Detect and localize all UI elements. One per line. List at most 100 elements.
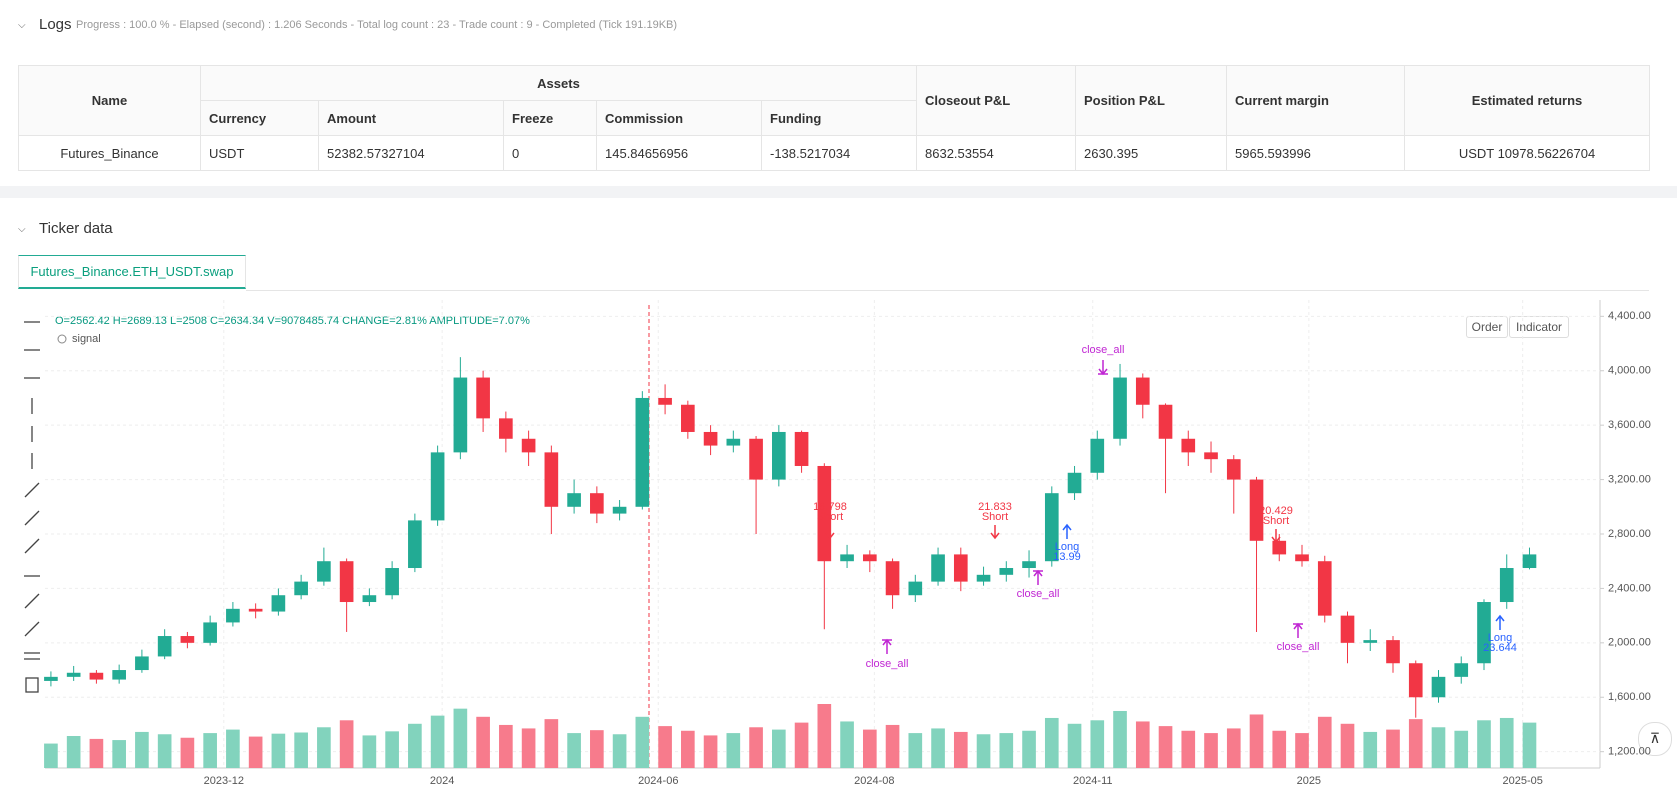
- collapse-icon[interactable]: ⌵: [18, 224, 26, 235]
- volume-bar: [453, 708, 468, 768]
- y-tick-label: 2,000.00: [1608, 637, 1651, 649]
- volume-bar: [1113, 710, 1127, 768]
- volume-bar: [703, 735, 718, 768]
- volume-bar: [157, 734, 172, 768]
- volume-bar: [1408, 719, 1423, 768]
- volume-bar: [362, 735, 377, 768]
- volume-bar: [521, 728, 536, 768]
- volume-bar: [44, 743, 58, 768]
- signal-side: Short: [982, 511, 1008, 523]
- candle-body: [1499, 568, 1514, 603]
- volume-bar: [66, 736, 81, 768]
- x-tick-label: 2025-05: [1502, 775, 1542, 787]
- x-tick-label: 2024: [430, 775, 454, 787]
- volume-bar: [226, 729, 240, 768]
- eye-icon[interactable]: [57, 334, 67, 344]
- signal-qty: 18.798: [813, 501, 847, 513]
- candle-body: [953, 554, 968, 582]
- cell: USDT: [200, 135, 319, 171]
- candle-body: [408, 520, 422, 569]
- candle-body: [772, 431, 786, 480]
- ticker-title: Ticker data: [39, 220, 113, 237]
- signal-side: Short: [1263, 515, 1289, 527]
- volume-bar: [1272, 730, 1287, 768]
- volume-bar: [1477, 720, 1491, 768]
- volume-bar: [862, 729, 877, 768]
- signal-qty: 20.429: [1259, 505, 1293, 517]
- candle-body: [135, 656, 149, 671]
- volume-bar: [1204, 733, 1218, 768]
- volume-bar: [1249, 714, 1264, 768]
- volume-bar: [317, 727, 331, 768]
- candle-body: [385, 568, 399, 596]
- volume-bar: [1386, 729, 1400, 768]
- volume-bar: [248, 736, 263, 768]
- candle-body: [862, 554, 877, 562]
- candle-body: [1022, 561, 1036, 569]
- volume-bar: [1135, 721, 1150, 768]
- volume-bar: [885, 724, 900, 768]
- volume-bar: [1340, 723, 1355, 768]
- candle-body: [1090, 438, 1105, 473]
- candle-body: [1158, 404, 1173, 439]
- candle-body: [157, 636, 172, 657]
- volume-bar: [1454, 730, 1469, 768]
- candle-body: [1408, 663, 1423, 698]
- volume-bar: [931, 728, 945, 768]
- volume-bar: [1226, 728, 1241, 768]
- candle-body: [453, 377, 468, 453]
- header-cell: Current margin: [1226, 65, 1405, 136]
- logs-title: Logs: [39, 16, 72, 33]
- candle-body: [817, 465, 832, 562]
- candle-body: [44, 676, 58, 681]
- volume-bar: [953, 731, 968, 768]
- header-cell: Freeze: [503, 100, 597, 136]
- candle-body: [1431, 676, 1446, 698]
- y-tick-label: 2,800.00: [1608, 528, 1651, 540]
- candle-body: [726, 438, 741, 446]
- volume-bar: [544, 719, 559, 768]
- candle-body: [362, 595, 377, 603]
- volume-bar: [1158, 726, 1173, 768]
- candle-body: [1226, 459, 1241, 480]
- volume-bar: [749, 727, 763, 768]
- cell: 5965.593996: [1226, 135, 1405, 171]
- volume-bar: [908, 733, 923, 768]
- candle-body: [1249, 479, 1264, 541]
- candle-body: [1044, 493, 1059, 562]
- volume-bar: [1522, 722, 1537, 768]
- cell: USDT 10978.56226704: [1404, 135, 1650, 171]
- x-tick-label: 2023-12: [204, 775, 244, 787]
- candle-body: [1340, 615, 1355, 643]
- symbol-tab[interactable]: Futures_Binance.ETH_USDT.swap: [18, 255, 246, 289]
- header-cell: Closeout P&L: [916, 65, 1076, 136]
- volume-bar: [430, 715, 445, 768]
- candle-body: [180, 636, 195, 643]
- scroll-top-button[interactable]: ⊼: [1638, 722, 1672, 756]
- candle-body: [1454, 663, 1469, 677]
- x-tick-label: 2024-06: [638, 775, 678, 787]
- section-divider: [0, 186, 1677, 198]
- y-tick-label: 2,400.00: [1608, 582, 1651, 594]
- candle-body: [339, 561, 354, 603]
- volume-bar: [1499, 717, 1514, 768]
- y-tick-label: 4,000.00: [1608, 365, 1651, 377]
- y-tick-label: 1,600.00: [1608, 691, 1651, 703]
- volume-bar: [476, 716, 490, 768]
- close-label: close_all: [1017, 588, 1060, 600]
- header-cell: Amount: [318, 100, 504, 136]
- candle-body: [1113, 377, 1127, 439]
- close-label: close_all: [866, 658, 909, 670]
- candle-body: [271, 595, 286, 612]
- toolbar[interactable]: [24, 321, 40, 693]
- collapse-icon[interactable]: ⌵: [18, 20, 26, 31]
- close-arrow: [1293, 622, 1303, 638]
- cell: 2630.395: [1075, 135, 1227, 171]
- assets-table: Name Assets Closeout P&L Position P&L Cu…: [18, 65, 1650, 171]
- candle-body: [226, 608, 240, 623]
- y-tick-label: 3,200.00: [1608, 473, 1651, 485]
- candle-body: [89, 672, 104, 680]
- x-tick-label: 2024-08: [854, 775, 894, 787]
- candle-body: [1477, 602, 1491, 664]
- candle-body: [203, 622, 217, 643]
